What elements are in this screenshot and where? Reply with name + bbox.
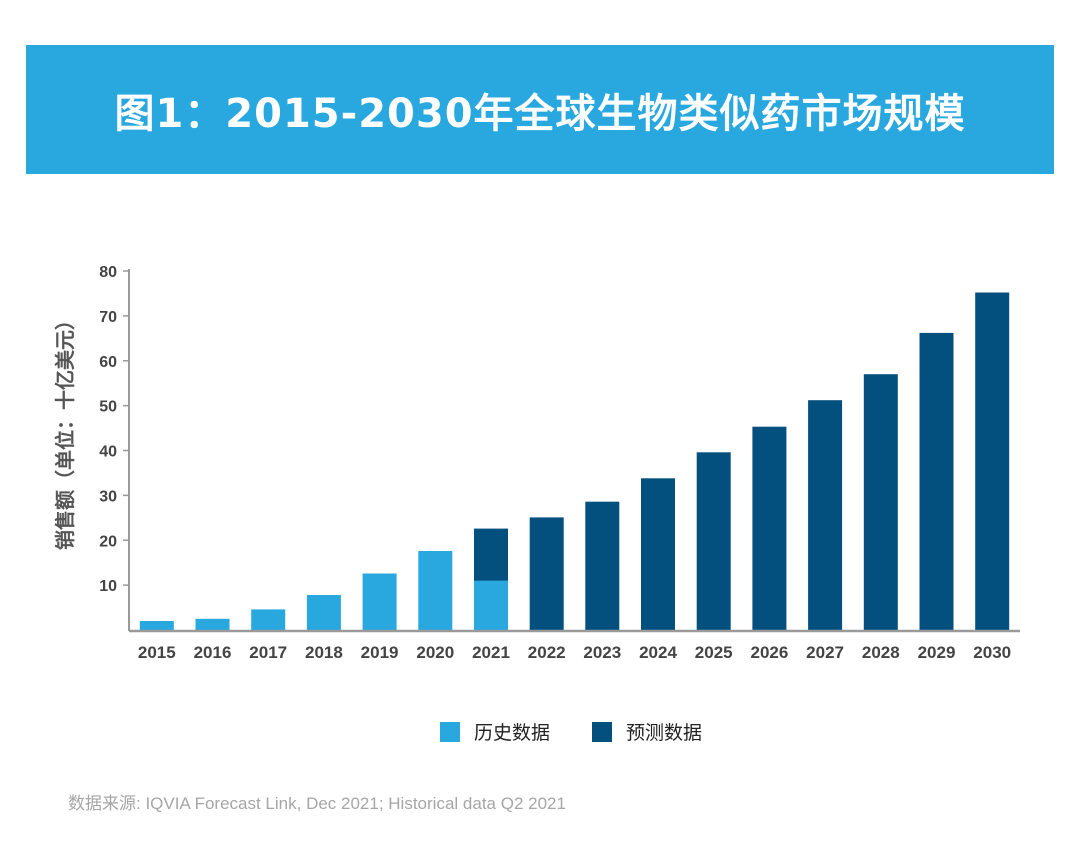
- bar-2022-forecast: [529, 517, 564, 630]
- x-tick-label: 2028: [862, 643, 900, 662]
- bar-2021-historical: [474, 580, 508, 630]
- bar-2018-historical: [306, 595, 341, 630]
- x-tick-label: 2026: [750, 643, 788, 662]
- x-tick-label: 2029: [918, 643, 956, 662]
- legend-label-forecast: 预测数据: [626, 722, 703, 744]
- bar-2021-forecast: [474, 528, 508, 581]
- bar-2020-historical: [418, 551, 453, 630]
- bar-2026-forecast: [752, 426, 787, 630]
- y-tick-label: 40: [99, 444, 117, 461]
- legend: 历史数据 预测数据: [440, 718, 744, 745]
- y-tick-label: 20: [99, 533, 117, 550]
- legend-item-historical: 历史数据: [440, 718, 550, 745]
- x-tick-label: 2027: [806, 643, 844, 662]
- x-tick-label: 2022: [528, 643, 566, 662]
- bar-2029-forecast: [919, 332, 954, 630]
- y-axis-title: 销售额（单位：十亿美元）: [53, 310, 77, 550]
- title-banner: 图1：2015-2030年全球生物类似药市场规模: [26, 45, 1054, 174]
- y-tick-label: 60: [99, 354, 117, 371]
- x-tick-label: 2016: [194, 643, 232, 662]
- legend-swatch-forecast: [592, 721, 613, 742]
- bar-2030-forecast: [975, 292, 1010, 630]
- x-tick-label: 2021: [472, 643, 510, 662]
- x-tick-label: 2030: [973, 643, 1011, 662]
- source-note: 数据来源: IQVIA Forecast Link, Dec 2021; His…: [68, 794, 566, 813]
- y-tick-label: 80: [99, 264, 117, 281]
- bar-2015-historical: [139, 621, 174, 630]
- y-tick-label: 70: [99, 309, 117, 326]
- y-tick-label: 30: [99, 488, 117, 505]
- bar-2024-forecast: [641, 478, 675, 630]
- x-tick-label: 2025: [695, 643, 733, 662]
- bar-2028-forecast: [863, 374, 898, 630]
- legend-label-historical: 历史数据: [474, 722, 551, 744]
- bar-2017-historical: [251, 609, 286, 630]
- x-tick-label: 2017: [249, 643, 287, 662]
- y-tick-label: 10: [99, 578, 117, 595]
- legend-swatch-historical: [440, 721, 460, 742]
- bar-2023-forecast: [585, 501, 620, 630]
- x-tick-label: 2018: [305, 643, 343, 662]
- legend-item-forecast: 预测数据: [592, 718, 702, 745]
- x-tick-label: 2019: [361, 643, 399, 662]
- bar-2019-historical: [362, 573, 397, 630]
- x-tick-label: 2020: [416, 643, 454, 662]
- y-tick-label: 50: [99, 399, 117, 416]
- chart-title: 图1：2015-2030年全球生物类似药市场规模: [114, 90, 966, 137]
- bar-2025-forecast: [696, 452, 731, 630]
- x-tick-label: 2024: [639, 643, 677, 662]
- x-tick-label: 2023: [583, 643, 621, 662]
- bar-2027-forecast: [808, 400, 843, 630]
- bar-2016-historical: [195, 618, 230, 630]
- x-tick-label: 2015: [138, 643, 176, 662]
